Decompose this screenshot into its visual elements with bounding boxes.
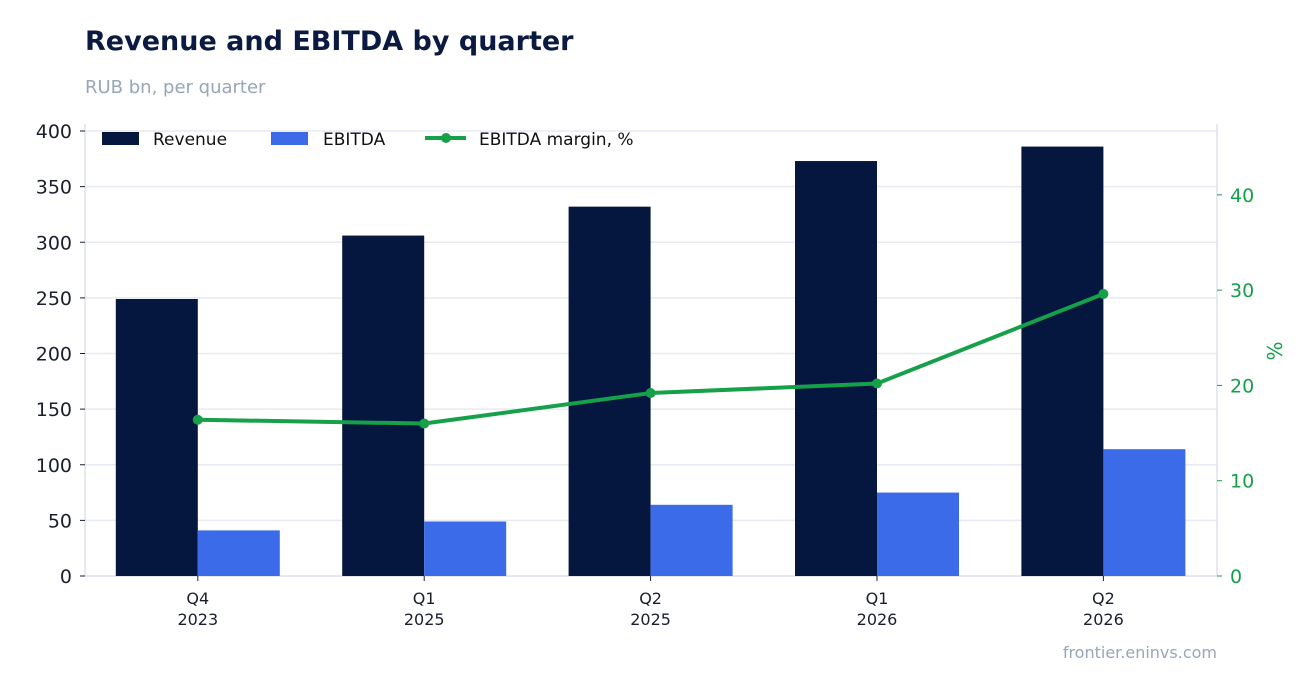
x-tick-label-quarter: Q2 <box>639 589 662 608</box>
y-right-tick-label: 10 <box>1230 471 1254 493</box>
bar-revenue <box>115 298 198 576</box>
bar-revenue <box>1021 146 1104 576</box>
margin-point <box>192 414 203 425</box>
y-left-tick-label: 100 <box>36 455 72 477</box>
margin-point <box>645 388 656 399</box>
y-right-tick-label: 20 <box>1230 375 1254 397</box>
legend-label-margin: EBITDA margin, % <box>479 130 634 150</box>
y-left-tick-label: 300 <box>36 232 72 254</box>
bar-revenue <box>342 235 425 576</box>
y-left-tick-label: 350 <box>36 177 72 199</box>
bar-ebitda <box>877 492 959 576</box>
margin-point <box>872 378 882 389</box>
legend-swatch-revenue <box>102 132 139 145</box>
legend-label-ebitda: EBITDA <box>323 130 386 150</box>
y-left-tick-label: 250 <box>36 288 72 310</box>
x-tick-label-quarter: Q4 <box>186 589 209 608</box>
x-tick-label-year: 2023 <box>177 610 218 629</box>
bar-ebitda <box>424 521 507 576</box>
margin-point <box>419 418 430 429</box>
source-credit: frontier.eninvs.com <box>1062 643 1217 662</box>
x-tick-label-quarter: Q1 <box>413 589 436 608</box>
y-left-tick-label: 50 <box>48 510 72 532</box>
y-right-tick-label: 30 <box>1230 280 1254 302</box>
x-tick-label-quarter: Q1 <box>866 589 889 608</box>
x-tick-label-quarter: Q2 <box>1092 589 1115 608</box>
chart-title: Revenue and EBITDA by quarter <box>85 26 574 57</box>
x-tick-label-year: 2025 <box>404 610 445 629</box>
margin-point <box>1098 288 1109 299</box>
x-tick-label-year: 2026 <box>1083 610 1124 629</box>
bar-ebitda <box>1103 449 1186 576</box>
y-left-tick-label: 0 <box>60 566 72 588</box>
y-right-tick-label: 0 <box>1230 566 1242 588</box>
legend-label-revenue: Revenue <box>153 130 227 150</box>
bar-ebitda <box>197 530 280 576</box>
y-left-tick-label: 200 <box>36 344 72 366</box>
x-tick-label-year: 2025 <box>630 610 671 629</box>
chart-subtitle: RUB bn, per quarter <box>85 77 266 98</box>
y-right-axis-title: % <box>1263 341 1287 360</box>
legend-swatch-ebitda <box>271 132 308 145</box>
y-left-tick-label: 400 <box>36 121 72 143</box>
bar-ebitda <box>650 504 733 576</box>
x-tick-label-year: 2026 <box>857 610 898 629</box>
bar-revenue <box>795 161 877 576</box>
margin-line <box>197 292 1105 426</box>
bar-revenue <box>568 206 651 576</box>
y-right-tick-label: 40 <box>1230 185 1254 207</box>
y-left-tick-label: 150 <box>36 399 72 421</box>
legend-swatch-margin-point <box>441 133 451 143</box>
